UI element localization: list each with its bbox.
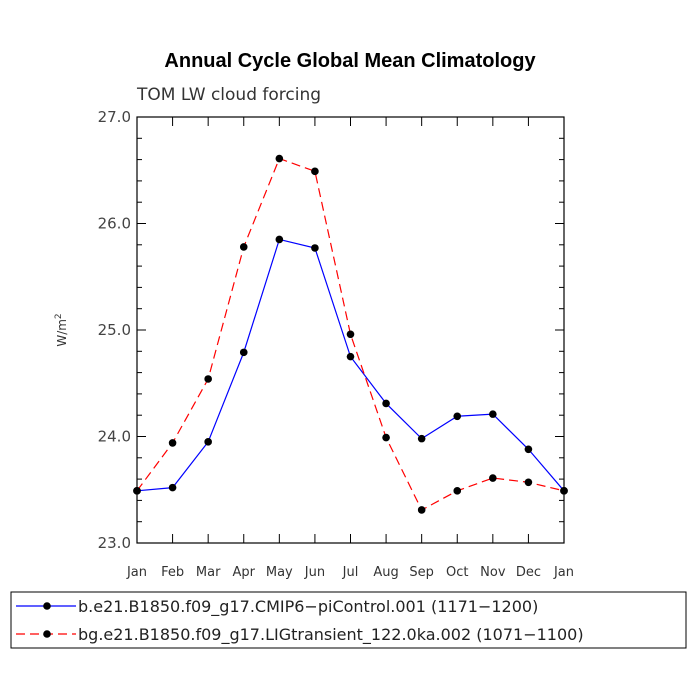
legend-entry-2: bg.e21.B1850.f09_g17.LIGtransient_122.0k… bbox=[78, 625, 584, 645]
chart-subtitle: TOM LW cloud forcing bbox=[136, 85, 321, 105]
x-tick-label: Jan bbox=[553, 565, 574, 580]
series-2-point bbox=[453, 487, 462, 495]
x-tick-label: Nov bbox=[480, 565, 506, 580]
series-1-point bbox=[524, 445, 533, 454]
series-2-point bbox=[239, 243, 248, 251]
x-tick-label: Mar bbox=[196, 565, 221, 580]
legend-marker-1 bbox=[43, 602, 51, 610]
y-tick-label: 27.0 bbox=[98, 108, 131, 126]
series-2-point bbox=[382, 433, 390, 442]
series-1-point bbox=[204, 438, 212, 446]
legend-box bbox=[10, 591, 687, 649]
series-2-point bbox=[489, 474, 497, 482]
x-tick-label: Sep bbox=[409, 565, 434, 580]
x-tick-label: Dec bbox=[516, 565, 541, 580]
series-1-point bbox=[489, 410, 497, 418]
series-1-point bbox=[417, 434, 426, 443]
y-tick-label: 23.0 bbox=[98, 534, 131, 552]
x-tick-label: May bbox=[266, 565, 293, 580]
x-tick-label: Feb bbox=[161, 565, 184, 580]
y-axis-label-main: W/m bbox=[55, 319, 69, 347]
series-1-point bbox=[453, 412, 462, 421]
series-1-point bbox=[239, 348, 248, 357]
x-tick-label: Jun bbox=[304, 565, 325, 580]
y-axis-label: W/m2 bbox=[54, 313, 69, 346]
y-tick-label: 25.0 bbox=[98, 321, 131, 339]
x-tick-label: Jul bbox=[342, 565, 359, 580]
series-2-point bbox=[311, 167, 319, 176]
series-2-point bbox=[524, 478, 533, 487]
plot-area: 23.0 24.0 25.0 26.0 27.0 Jan Feb Mar Apr May Jun Ju… bbox=[54, 108, 574, 580]
y-tick-label: 24.0 bbox=[98, 428, 131, 446]
legend-entry-1: b.e21.B1850.f09_g17.CMIP6−piControl.001 … bbox=[78, 597, 538, 617]
series-2-point bbox=[275, 154, 284, 163]
series-1-point bbox=[311, 244, 319, 252]
series-1-point bbox=[168, 483, 177, 492]
x-tick-label: Aug bbox=[373, 565, 398, 580]
legend-marker-2 bbox=[43, 630, 51, 638]
x-tick-label: Oct bbox=[446, 565, 468, 580]
x-tick-label: Apr bbox=[233, 565, 256, 580]
y-axis-label-superscript: 2 bbox=[54, 313, 64, 319]
x-tick-label: Jan bbox=[126, 565, 147, 580]
series-2-point bbox=[346, 330, 355, 339]
series-1-point bbox=[346, 352, 355, 361]
legend: b.e21.B1850.f09_g17.CMIP6−piControl.001 … bbox=[10, 591, 687, 649]
series-2-point bbox=[204, 375, 212, 383]
chart-title: Annual Cycle Global Mean Climatology bbox=[164, 50, 536, 72]
series-line-1 bbox=[136, 238, 565, 492]
series-2-point bbox=[168, 439, 177, 447]
series-2-point bbox=[417, 506, 426, 514]
series-2-point bbox=[133, 487, 141, 495]
y-tick-label: 26.0 bbox=[98, 215, 131, 233]
series-1-point bbox=[382, 399, 390, 408]
series-2-point bbox=[560, 487, 568, 495]
series-1-point bbox=[275, 235, 284, 244]
